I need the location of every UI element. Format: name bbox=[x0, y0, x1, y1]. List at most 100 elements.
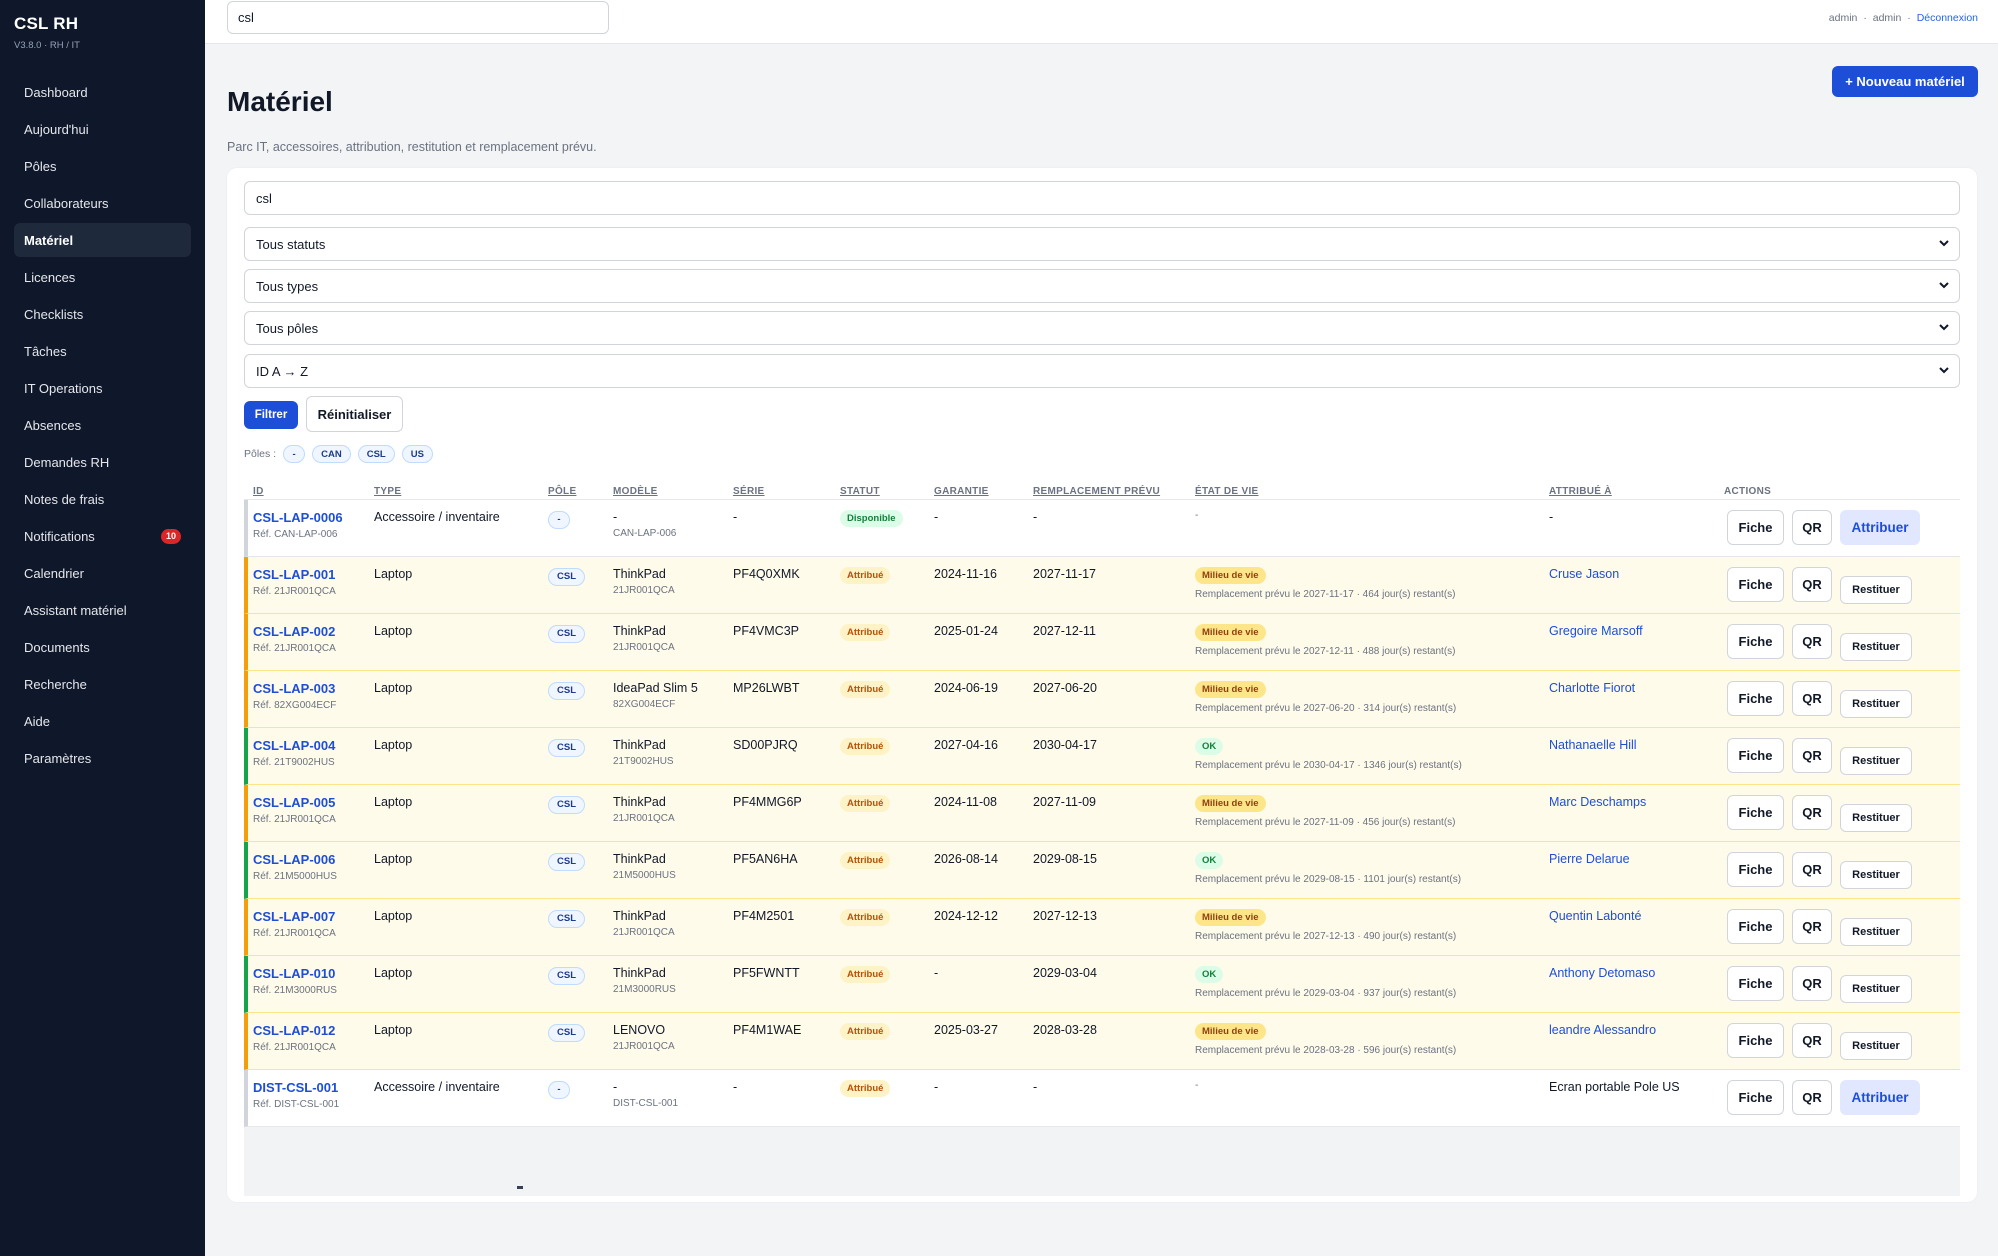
equipment-id-link[interactable]: DIST-CSL-001 bbox=[253, 1080, 339, 1095]
equipment-id-link[interactable]: CSL-LAP-005 bbox=[253, 795, 336, 810]
equipment-id-link[interactable]: CSL-LAP-006 bbox=[253, 852, 336, 867]
col-type[interactable]: TYPE bbox=[374, 486, 402, 497]
equipment-id-link[interactable]: CSL-LAP-0006 bbox=[253, 510, 343, 525]
col-modele[interactable]: MODÈLE bbox=[613, 486, 658, 497]
sidebar-item-licences[interactable]: Licences bbox=[14, 260, 191, 294]
sidebar-item-documents[interactable]: Documents bbox=[14, 630, 191, 664]
fiche-button[interactable]: Fiche bbox=[1727, 966, 1784, 1001]
resize-handle[interactable] bbox=[517, 1186, 523, 1189]
pole-chip[interactable]: CAN bbox=[312, 445, 351, 463]
sidebar-item-calendrier[interactable]: Calendrier bbox=[14, 556, 191, 590]
qr-button[interactable]: QR bbox=[1792, 1080, 1832, 1115]
fiche-button[interactable]: Fiche bbox=[1727, 852, 1784, 887]
sidebar-item-materiel[interactable]: Matériel bbox=[14, 223, 191, 257]
qr-button[interactable]: QR bbox=[1792, 852, 1832, 887]
col-serie[interactable]: SÉRIE bbox=[733, 486, 765, 497]
assigned-to[interactable]: leandre Alessandro bbox=[1549, 1023, 1657, 1037]
qr-button[interactable]: QR bbox=[1792, 738, 1832, 773]
attribuer-button[interactable]: Attribuer bbox=[1840, 510, 1920, 545]
fiche-button[interactable]: Fiche bbox=[1727, 681, 1784, 716]
fiche-button[interactable]: Fiche bbox=[1727, 1023, 1784, 1058]
sidebar-item-demandes-rh[interactable]: Demandes RH bbox=[14, 445, 191, 479]
col-id[interactable]: ID bbox=[253, 486, 264, 497]
fiche-button[interactable]: Fiche bbox=[1727, 1080, 1784, 1115]
type-select[interactable]: Tous types bbox=[244, 269, 1960, 303]
sidebar-item-label: Documents bbox=[24, 639, 90, 655]
equipment-id-link[interactable]: CSL-LAP-002 bbox=[253, 624, 336, 639]
fiche-button[interactable]: Fiche bbox=[1727, 909, 1784, 944]
qr-button[interactable]: QR bbox=[1792, 1023, 1832, 1058]
restituer-button[interactable]: Restituer bbox=[1840, 747, 1912, 775]
qr-button[interactable]: QR bbox=[1792, 624, 1832, 659]
fiche-button[interactable]: Fiche bbox=[1727, 738, 1784, 773]
qr-button[interactable]: QR bbox=[1792, 795, 1832, 830]
qr-button[interactable]: QR bbox=[1792, 567, 1832, 602]
assigned-to[interactable]: Cruse Jason bbox=[1549, 567, 1620, 581]
fiche-button[interactable]: Fiche bbox=[1727, 510, 1784, 545]
sort-select[interactable]: ID A → Z bbox=[244, 354, 1960, 388]
global-search-input[interactable] bbox=[227, 1, 609, 34]
cell-garantie: - bbox=[934, 510, 939, 524]
equipment-id-link[interactable]: CSL-LAP-003 bbox=[253, 681, 336, 696]
col-statut[interactable]: STATUT bbox=[840, 486, 880, 497]
assigned-to[interactable]: Marc Deschamps bbox=[1549, 795, 1647, 809]
sidebar-item-parametres[interactable]: Paramètres bbox=[14, 741, 191, 775]
assigned-to[interactable]: Quentin Labonté bbox=[1549, 909, 1642, 923]
sidebar-item-it-operations[interactable]: IT Operations bbox=[14, 371, 191, 405]
logout-link[interactable]: Déconnexion bbox=[1916, 12, 1978, 24]
sidebar-item-taches[interactable]: Tâches bbox=[14, 334, 191, 368]
equipment-id-link[interactable]: CSL-LAP-010 bbox=[253, 966, 336, 981]
sidebar-item-absences[interactable]: Absences bbox=[14, 408, 191, 442]
col-garantie[interactable]: GARANTIE bbox=[934, 486, 989, 497]
assigned-to[interactable]: Charlotte Fiorot bbox=[1549, 681, 1636, 695]
equipment-id-link[interactable]: CSL-LAP-004 bbox=[253, 738, 336, 753]
sidebar-item-poles[interactable]: Pôles bbox=[14, 149, 191, 183]
sidebar-item-aujourdhui[interactable]: Aujourd'hui bbox=[14, 112, 191, 146]
sidebar-item-checklists[interactable]: Checklists bbox=[14, 297, 191, 331]
assigned-to[interactable]: Anthony Detomaso bbox=[1549, 966, 1656, 980]
status-select[interactable]: Tous statuts bbox=[244, 227, 1960, 261]
sidebar-item-recherche[interactable]: Recherche bbox=[14, 667, 191, 701]
restituer-button[interactable]: Restituer bbox=[1840, 633, 1912, 661]
col-attribue[interactable]: ATTRIBUÉ À bbox=[1549, 486, 1612, 497]
qr-button[interactable]: QR bbox=[1792, 510, 1832, 545]
equipment-id-link[interactable]: CSL-LAP-007 bbox=[253, 909, 336, 924]
assigned-to[interactable]: Pierre Delarue bbox=[1549, 852, 1630, 866]
pole-select[interactable]: Tous pôles bbox=[244, 311, 1960, 345]
restituer-button[interactable]: Restituer bbox=[1840, 1032, 1912, 1060]
attribuer-button[interactable]: Attribuer bbox=[1840, 1080, 1920, 1115]
sidebar-item-aide[interactable]: Aide bbox=[14, 704, 191, 738]
pole-chip[interactable]: CSL bbox=[357, 445, 395, 463]
col-pole[interactable]: PÔLE bbox=[548, 486, 577, 497]
assigned-to[interactable]: Nathanaelle Hill bbox=[1549, 738, 1637, 752]
restituer-button[interactable]: Restituer bbox=[1840, 576, 1912, 604]
sidebar-item-notifications[interactable]: Notifications 10 bbox=[14, 519, 191, 553]
qr-button[interactable]: QR bbox=[1792, 681, 1832, 716]
sidebar-item-collaborateurs[interactable]: Collaborateurs bbox=[14, 186, 191, 220]
new-equipment-button[interactable]: + Nouveau matériel bbox=[1832, 66, 1978, 97]
pole-chip[interactable]: US bbox=[401, 445, 433, 463]
sidebar-item-notes-de-frais[interactable]: Notes de frais bbox=[14, 482, 191, 516]
reset-button[interactable]: Réinitialiser bbox=[306, 396, 403, 432]
restituer-button[interactable]: Restituer bbox=[1840, 975, 1912, 1003]
restituer-button[interactable]: Restituer bbox=[1840, 690, 1912, 718]
restituer-button[interactable]: Restituer bbox=[1840, 861, 1912, 889]
equipment-id-link[interactable]: CSL-LAP-001 bbox=[253, 567, 336, 582]
pole-chip[interactable]: - bbox=[283, 445, 306, 463]
filter-search-input[interactable]: csl bbox=[244, 181, 1960, 215]
fiche-button[interactable]: Fiche bbox=[1727, 567, 1784, 602]
restituer-button[interactable]: Restituer bbox=[1840, 918, 1912, 946]
sidebar-item-dashboard[interactable]: Dashboard bbox=[14, 75, 191, 109]
qr-button[interactable]: QR bbox=[1792, 966, 1832, 1001]
qr-button[interactable]: QR bbox=[1792, 909, 1832, 944]
col-remplacement[interactable]: REMPLACEMENT PRÉVU bbox=[1033, 486, 1161, 497]
col-etat[interactable]: ÉTAT DE VIE bbox=[1195, 486, 1259, 497]
app-name[interactable]: CSL RH bbox=[14, 14, 79, 33]
equipment-id-link[interactable]: CSL-LAP-012 bbox=[253, 1023, 336, 1038]
filter-button[interactable]: Filtrer bbox=[244, 401, 298, 429]
fiche-button[interactable]: Fiche bbox=[1727, 624, 1784, 659]
restituer-button[interactable]: Restituer bbox=[1840, 804, 1912, 832]
sidebar-item-assistant-materiel[interactable]: Assistant matériel bbox=[14, 593, 191, 627]
assigned-to[interactable]: Gregoire Marsoff bbox=[1549, 624, 1643, 638]
fiche-button[interactable]: Fiche bbox=[1727, 795, 1784, 830]
